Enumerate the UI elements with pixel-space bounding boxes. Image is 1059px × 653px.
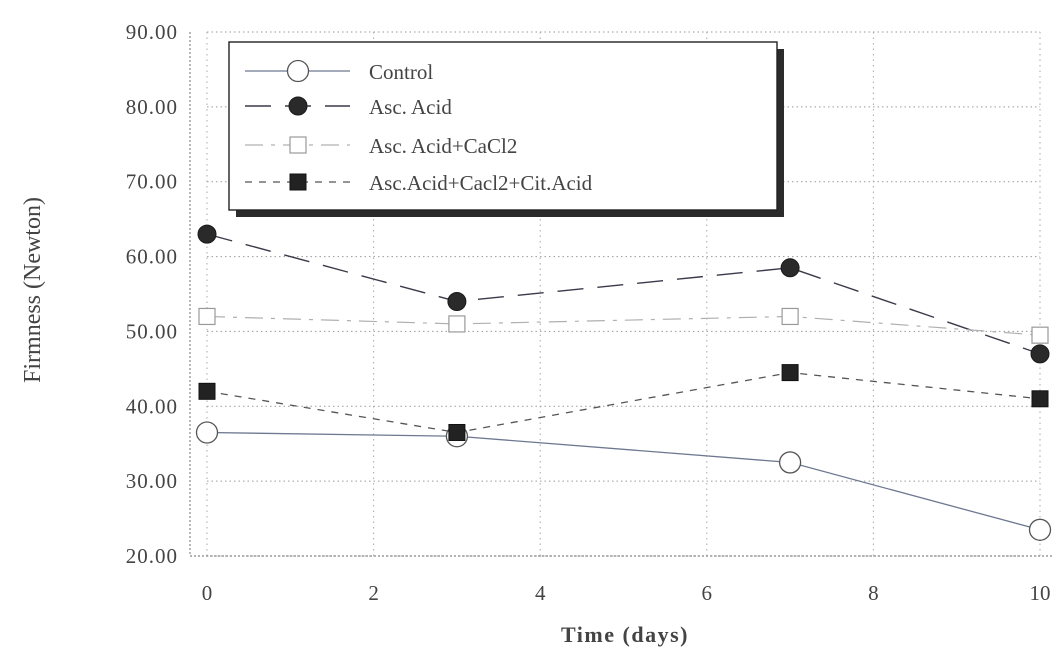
- data-point-s3: [448, 315, 466, 333]
- y-tick-label: 30.00: [126, 469, 178, 493]
- data-point-s3: [1031, 326, 1049, 344]
- data-point-s2: [447, 291, 467, 311]
- data-point-s1: [778, 451, 802, 474]
- data-point-s2: [1030, 344, 1050, 364]
- data-point-s4: [198, 382, 216, 400]
- series-line-3: [206, 315, 1041, 336]
- legend: Control Asc. Acid Asc. Acid+CaCl2 Asc.Acid+…: [228, 41, 784, 217]
- x-axis-label: Time (days): [561, 622, 689, 647]
- axes-layer: 20.00 30.00 40.00 50.00 60.00 70.00 80.00 90.00…: [126, 20, 1052, 605]
- data-point-s4: [1031, 390, 1049, 408]
- data-point-s2: [780, 258, 800, 278]
- x-tick-label: 10: [1030, 581, 1051, 605]
- legend-label-1: Control: [369, 60, 433, 84]
- data-point-s3: [198, 307, 216, 326]
- series-line-1: [206, 431, 1041, 531]
- legend-label-2: Asc. Acid: [369, 95, 452, 119]
- data-point-s4: [781, 364, 799, 382]
- legend-marker-1: [286, 59, 310, 83]
- y-tick-label: 70.00: [126, 170, 178, 194]
- y-tick-label: 40.00: [126, 394, 178, 418]
- data-point-s1: [195, 421, 219, 444]
- data-point-s2: [197, 224, 217, 244]
- y-tick-label: 60.00: [126, 245, 178, 269]
- x-tick-label: 0: [202, 581, 213, 605]
- data-point-s1: [1028, 518, 1052, 541]
- x-tick-label: 2: [368, 581, 379, 605]
- legend-marker-4: [289, 173, 307, 191]
- y-tick-label: 20.00: [126, 544, 178, 568]
- data-point-s4: [448, 423, 466, 441]
- y-tick-label: 90.00: [126, 20, 178, 44]
- series-line-2: [206, 233, 1041, 355]
- x-tick-label: 4: [535, 581, 546, 605]
- series-layer: [195, 224, 1052, 541]
- grid-layer: [206, 31, 1041, 557]
- series-line-4: [206, 371, 1041, 434]
- x-tick-label: 6: [702, 581, 713, 605]
- x-tick-label: 8: [868, 581, 879, 605]
- legend-marker-2: [288, 96, 308, 116]
- data-point-s3: [781, 307, 799, 326]
- y-tick-label: 50.00: [126, 319, 178, 343]
- legend-label-3: Asc. Acid+CaCl2: [369, 134, 517, 158]
- y-tick-label: 80.00: [126, 95, 178, 119]
- legend-marker-3: [289, 136, 307, 154]
- y-axis-label: Firmness (Newton): [20, 197, 46, 383]
- legend-label-4: Asc.Acid+Cacl2+Cit.Acid: [369, 171, 593, 195]
